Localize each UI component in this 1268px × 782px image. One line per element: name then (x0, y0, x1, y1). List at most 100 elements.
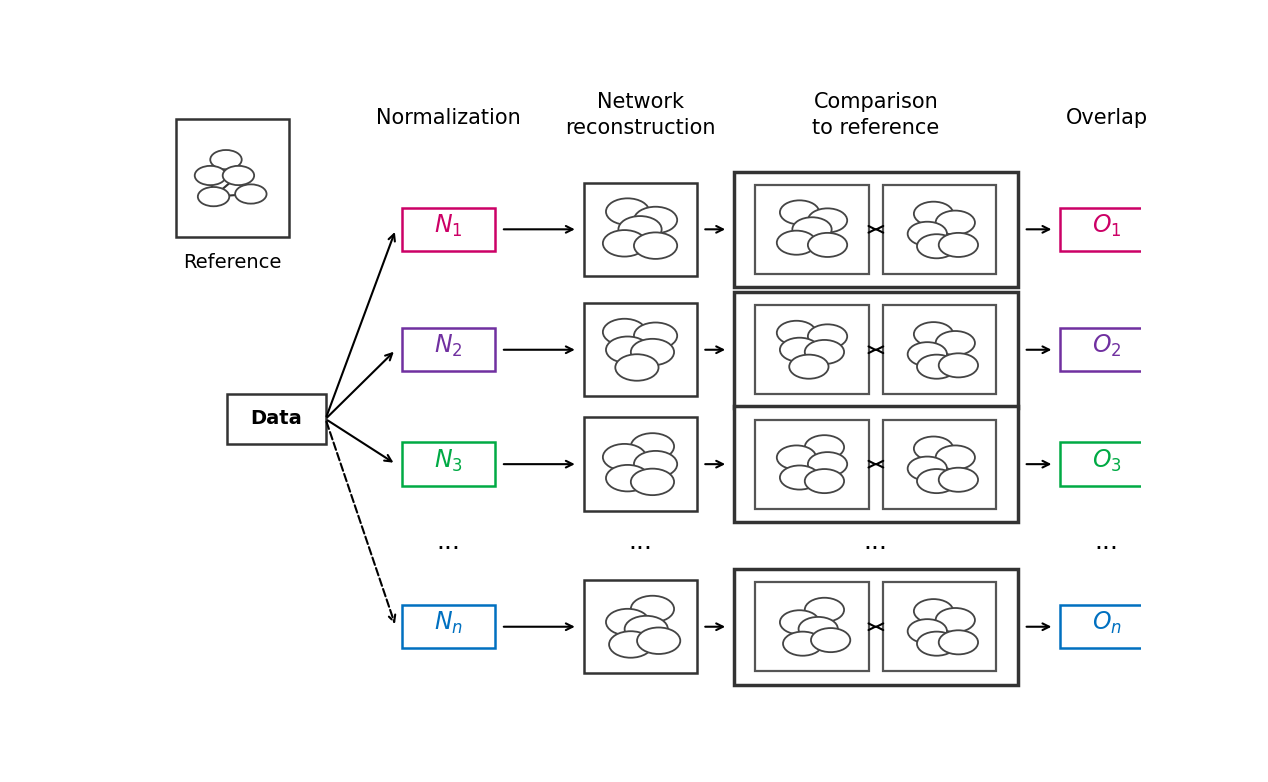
Circle shape (908, 457, 947, 481)
Text: ...: ... (1094, 530, 1118, 554)
Text: $\mathit{O}_{n}$: $\mathit{O}_{n}$ (1092, 610, 1122, 637)
Circle shape (606, 465, 649, 491)
Circle shape (938, 468, 978, 492)
Circle shape (634, 451, 677, 477)
Circle shape (799, 617, 838, 641)
Circle shape (780, 610, 819, 634)
Circle shape (609, 631, 652, 658)
Circle shape (602, 319, 647, 346)
Text: Comparison
to reference: Comparison to reference (813, 91, 940, 138)
Text: ...: ... (436, 530, 460, 554)
Circle shape (936, 210, 975, 235)
Text: $\mathit{N}_{1}$: $\mathit{N}_{1}$ (434, 213, 463, 239)
Circle shape (917, 235, 956, 258)
Bar (734, 569, 1018, 684)
Circle shape (223, 166, 254, 185)
Bar (227, 394, 326, 443)
Circle shape (780, 465, 819, 490)
Circle shape (606, 199, 649, 225)
Circle shape (615, 354, 658, 381)
Bar (756, 185, 869, 274)
Circle shape (634, 232, 677, 259)
Text: $\mathit{N}_{2}$: $\mathit{N}_{2}$ (434, 333, 463, 359)
Circle shape (606, 336, 649, 363)
Circle shape (780, 200, 819, 224)
Circle shape (634, 206, 677, 233)
Circle shape (619, 216, 662, 242)
Circle shape (808, 325, 847, 349)
Text: $\mathit{N}_{n}$: $\mathit{N}_{n}$ (434, 610, 463, 637)
Text: Reference: Reference (183, 253, 281, 271)
Circle shape (908, 222, 947, 246)
Circle shape (789, 355, 828, 378)
Circle shape (777, 231, 817, 255)
Circle shape (602, 444, 647, 471)
Circle shape (631, 468, 675, 495)
Circle shape (808, 452, 847, 476)
Circle shape (780, 338, 819, 362)
Text: ...: ... (628, 530, 652, 554)
Bar (1060, 443, 1154, 486)
Text: $\mathit{O}_{3}$: $\mathit{O}_{3}$ (1092, 447, 1122, 474)
Circle shape (908, 343, 947, 366)
Bar (583, 303, 696, 396)
Circle shape (210, 150, 242, 169)
Circle shape (235, 185, 266, 203)
Circle shape (637, 627, 681, 654)
Bar (1060, 605, 1154, 648)
Circle shape (917, 355, 956, 378)
Circle shape (914, 322, 954, 346)
Bar (1060, 208, 1154, 251)
Bar (583, 580, 696, 673)
Bar (734, 171, 1018, 287)
Bar (756, 420, 869, 509)
Circle shape (908, 619, 947, 644)
Circle shape (631, 596, 675, 622)
Circle shape (914, 202, 954, 226)
Circle shape (805, 435, 844, 459)
Circle shape (805, 597, 844, 622)
Bar (734, 292, 1018, 407)
Bar (402, 328, 495, 371)
Circle shape (938, 630, 978, 655)
Bar (583, 183, 696, 276)
Bar (402, 605, 495, 648)
Circle shape (784, 632, 823, 656)
Circle shape (812, 628, 851, 652)
Circle shape (914, 599, 954, 623)
Circle shape (938, 233, 978, 257)
Circle shape (631, 433, 675, 460)
Bar (884, 420, 997, 509)
Text: ...: ... (864, 530, 888, 554)
Circle shape (777, 321, 817, 345)
Bar (884, 582, 997, 671)
Circle shape (936, 331, 975, 355)
Circle shape (634, 322, 677, 349)
Text: Normalization: Normalization (377, 108, 521, 128)
Circle shape (606, 609, 649, 635)
Text: $\mathit{N}_{3}$: $\mathit{N}_{3}$ (434, 447, 463, 474)
Circle shape (631, 339, 675, 365)
Bar (583, 418, 696, 511)
Text: Network
reconstruction: Network reconstruction (564, 91, 715, 138)
Circle shape (625, 615, 668, 642)
Circle shape (805, 340, 844, 364)
Circle shape (917, 632, 956, 656)
Text: $\mathit{O}_{2}$: $\mathit{O}_{2}$ (1092, 333, 1121, 359)
Bar (756, 582, 869, 671)
Circle shape (938, 353, 978, 378)
Text: Data: Data (251, 410, 302, 429)
Circle shape (917, 469, 956, 493)
Circle shape (805, 469, 844, 493)
Bar (176, 120, 289, 237)
Circle shape (808, 208, 847, 232)
Circle shape (198, 187, 230, 206)
Text: Overlap: Overlap (1065, 108, 1148, 128)
Circle shape (936, 608, 975, 632)
Circle shape (195, 166, 226, 185)
Circle shape (777, 446, 817, 469)
Bar (884, 185, 997, 274)
Circle shape (792, 217, 832, 242)
Text: $\mathit{O}_{1}$: $\mathit{O}_{1}$ (1092, 213, 1121, 239)
Bar (756, 305, 869, 394)
